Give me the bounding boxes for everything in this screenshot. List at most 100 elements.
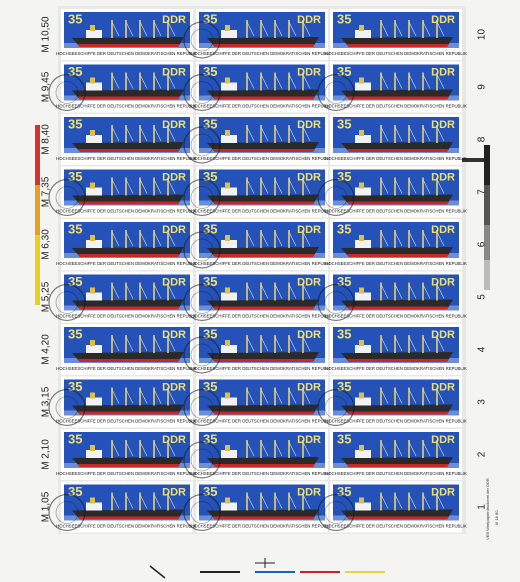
ship-funnel bbox=[90, 287, 95, 294]
stamp-country: DDR bbox=[297, 119, 321, 131]
ship-boom bbox=[260, 126, 269, 142]
stamp-country: DDR bbox=[297, 329, 321, 341]
ship-funnel bbox=[359, 392, 364, 399]
ship-superstructure bbox=[355, 82, 371, 91]
stamp-caption: HOCHSEESCHIFFE DER DEUTSCHEN DEMOKRATISC… bbox=[56, 419, 198, 424]
row-number: 10 bbox=[477, 29, 488, 41]
ship-boom bbox=[153, 389, 162, 404]
ship-funnel bbox=[359, 25, 364, 31]
ship-superstructure bbox=[86, 397, 102, 406]
ship-boom bbox=[111, 389, 120, 404]
ship-boom bbox=[153, 231, 162, 247]
ship-boom bbox=[274, 494, 283, 509]
ship-boom bbox=[260, 74, 269, 89]
margin-value: M 10,50 bbox=[41, 16, 52, 53]
ship-boom bbox=[408, 179, 417, 194]
stamp-value: 35 bbox=[337, 11, 351, 26]
postmark bbox=[317, 493, 355, 532]
margin-value: M 8,40 bbox=[41, 124, 52, 155]
stamp-caption: HOCHSEESCHIFFE DER DEUTSCHEN DEMOKRATISC… bbox=[191, 524, 333, 529]
postmark bbox=[183, 336, 221, 374]
stamp-country: DDR bbox=[431, 381, 455, 393]
ship-waterline bbox=[78, 44, 180, 47]
stamp-caption: HOCHSEESCHIFFE DER DEUTSCHEN DEMOKRATISC… bbox=[56, 156, 198, 161]
ship-superstructure bbox=[355, 450, 371, 458]
postmark bbox=[48, 388, 86, 427]
stamp-country: DDR bbox=[162, 14, 186, 26]
ship-funnel bbox=[90, 130, 95, 136]
stamp-country: DDR bbox=[297, 434, 321, 446]
ship-boom bbox=[167, 74, 176, 89]
ship-boom bbox=[288, 389, 297, 404]
ship-waterline bbox=[78, 96, 180, 100]
ship-superstructure bbox=[86, 345, 102, 353]
postmark bbox=[183, 126, 221, 164]
row-number: 3 bbox=[477, 399, 488, 405]
ship-funnel bbox=[359, 445, 364, 451]
stamp-country: DDR bbox=[297, 14, 321, 26]
ship-boom bbox=[288, 231, 297, 247]
postmark bbox=[183, 388, 221, 427]
ship-waterline bbox=[78, 359, 180, 362]
stamp-caption: HOCHSEESCHIFFE DER DEUTSCHEN DEMOKRATISC… bbox=[325, 366, 467, 371]
ship-boom bbox=[111, 179, 120, 194]
ship-funnel bbox=[225, 392, 230, 399]
ship-funnel bbox=[359, 77, 364, 84]
ship-superstructure bbox=[221, 187, 237, 196]
ship-boom bbox=[274, 336, 283, 352]
postmark-inner bbox=[55, 186, 79, 209]
postmark bbox=[183, 493, 221, 532]
postmark bbox=[183, 441, 221, 479]
ship-waterline bbox=[78, 254, 180, 257]
ship-superstructure bbox=[221, 240, 237, 248]
stamp-country: DDR bbox=[297, 224, 321, 236]
postmark-inner bbox=[190, 396, 214, 419]
ship-superstructure bbox=[221, 450, 237, 458]
postmark-inner bbox=[190, 186, 214, 209]
stamp-country: DDR bbox=[431, 224, 455, 236]
ship-boom bbox=[288, 441, 297, 457]
postmark bbox=[183, 178, 221, 217]
ship-boom bbox=[111, 336, 120, 352]
ship-boom bbox=[246, 74, 255, 89]
postmark bbox=[48, 493, 86, 532]
ship-boom bbox=[436, 389, 445, 404]
ship-boom bbox=[422, 441, 431, 457]
stamp-caption: HOCHSEESCHIFFE DER DEUTSCHEN DEMOKRATISC… bbox=[191, 471, 333, 476]
ship-boom bbox=[260, 179, 269, 194]
ship-boom bbox=[436, 336, 445, 352]
ship-boom bbox=[422, 336, 431, 352]
ship-boom bbox=[125, 441, 134, 457]
ship-boom bbox=[302, 231, 311, 247]
stamp-caption: HOCHSEESCHIFFE DER DEUTSCHEN DEMOKRATISC… bbox=[56, 209, 198, 214]
postmark-inner bbox=[190, 501, 214, 524]
ship-funnel bbox=[90, 392, 95, 399]
ship-waterline bbox=[347, 254, 449, 257]
ship-waterline bbox=[347, 201, 449, 205]
ship-funnel bbox=[225, 25, 230, 31]
stamp-country: DDR bbox=[431, 486, 455, 498]
ship-boom bbox=[260, 231, 269, 247]
ship-boom bbox=[380, 231, 389, 247]
ship-superstructure bbox=[355, 292, 371, 301]
ship-boom bbox=[167, 336, 176, 352]
ship-boom bbox=[167, 21, 176, 37]
ship-funnel bbox=[90, 235, 95, 241]
ship-funnel bbox=[225, 182, 230, 189]
stamp-caption: HOCHSEESCHIFFE DER DEUTSCHEN DEMOKRATISC… bbox=[325, 209, 467, 214]
right-gray-bar bbox=[462, 145, 490, 290]
ship-boom bbox=[153, 21, 162, 37]
stamp-caption: HOCHSEESCHIFFE DER DEUTSCHEN DEMOKRATISC… bbox=[191, 314, 333, 319]
ship-boom bbox=[274, 231, 283, 247]
stamp-value: 35 bbox=[337, 326, 351, 341]
stamp-caption: HOCHSEESCHIFFE DER DEUTSCHEN DEMOKRATISC… bbox=[56, 314, 198, 319]
ship-funnel bbox=[90, 25, 95, 31]
ship-boom bbox=[288, 336, 297, 352]
ship-waterline bbox=[347, 96, 449, 100]
ship-boom bbox=[302, 441, 311, 457]
row-number: 9 bbox=[477, 84, 488, 90]
